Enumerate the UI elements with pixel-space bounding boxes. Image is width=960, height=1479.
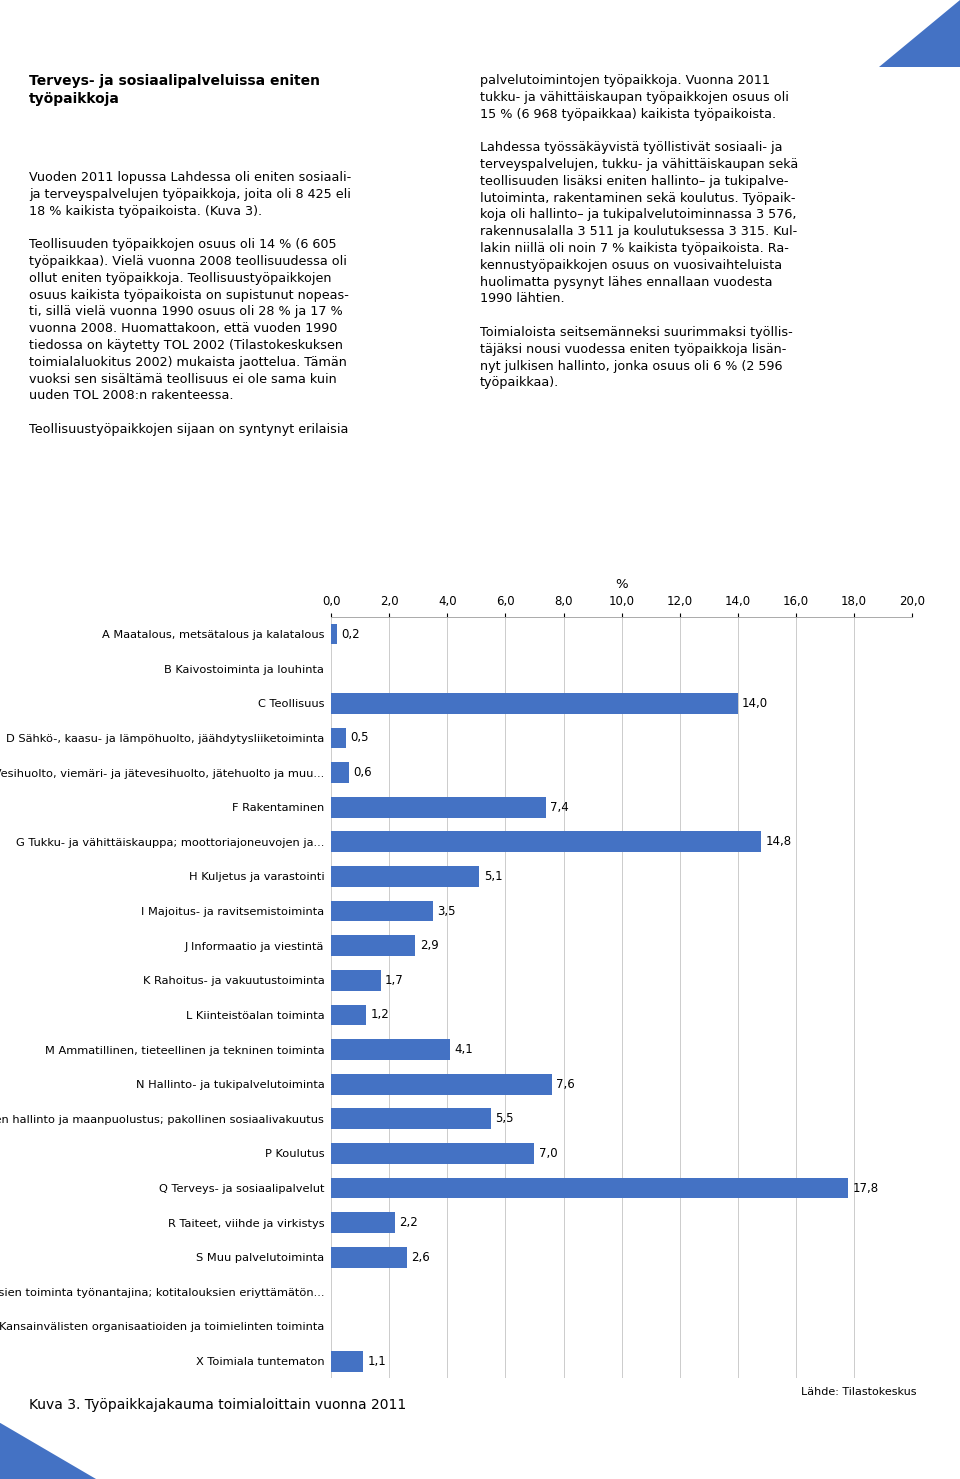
Text: 14,8: 14,8	[765, 836, 791, 849]
Bar	[331, 935, 416, 955]
Text: 0,6: 0,6	[353, 766, 372, 779]
Bar	[331, 728, 346, 748]
Bar	[331, 797, 546, 818]
Text: T  I  L  A  S  T  O  K  A  T  S  A  U  S: T I L A S T O K A T S A U S	[15, 28, 268, 40]
Text: 5,5: 5,5	[495, 1112, 514, 1126]
Text: 1,2: 1,2	[371, 1009, 389, 1022]
Text: 3: 3	[932, 22, 946, 41]
Text: 1,1: 1,1	[368, 1355, 386, 1368]
Text: 3,5: 3,5	[437, 905, 456, 917]
Bar	[331, 1177, 848, 1198]
Text: 2,2: 2,2	[399, 1216, 419, 1229]
Bar	[331, 1350, 363, 1371]
X-axis label: %: %	[615, 578, 628, 590]
Text: Vuoden 2011 lopussa Lahdessa oli eniten sosiaali-
ja terveyspalvelujen työpaikko: Vuoden 2011 lopussa Lahdessa oli eniten …	[29, 172, 351, 436]
Text: Kuva 3. Työpaikkajakauma toimialoittain vuonna 2011: Kuva 3. Työpaikkajakauma toimialoittain …	[29, 1398, 406, 1411]
Text: 2,9: 2,9	[420, 939, 439, 952]
Bar	[331, 1108, 491, 1128]
Text: 7,6: 7,6	[556, 1078, 575, 1090]
Text: Lähde: Tilastokeskus: Lähde: Tilastokeskus	[802, 1387, 917, 1398]
Bar	[331, 901, 433, 921]
Bar	[331, 1143, 535, 1164]
Text: 14,0: 14,0	[742, 697, 768, 710]
Text: 2,6: 2,6	[411, 1251, 430, 1263]
Text: Terveys- ja sosiaalipalveluissa eniten
työpaikkoja: Terveys- ja sosiaalipalveluissa eniten t…	[29, 74, 320, 106]
Bar	[331, 762, 348, 782]
Bar	[331, 1040, 450, 1060]
Polygon shape	[879, 0, 960, 67]
Text: 4,1: 4,1	[455, 1043, 473, 1056]
Bar	[331, 692, 737, 714]
Text: 7,4: 7,4	[550, 800, 569, 813]
Bar	[331, 1247, 407, 1268]
Bar	[331, 867, 479, 887]
Bar	[331, 1074, 552, 1094]
Bar	[331, 970, 380, 991]
Text: 17,8: 17,8	[852, 1182, 878, 1195]
Bar	[331, 1004, 366, 1025]
Text: 5,1: 5,1	[484, 870, 502, 883]
Bar	[331, 624, 337, 645]
Text: 7,0: 7,0	[539, 1146, 558, 1160]
Bar	[331, 831, 761, 852]
Text: palvelutoimintojen työpaikkoja. Vuonna 2011
tukku- ja vähittäiskaupan työpaikkoj: palvelutoimintojen työpaikkoja. Vuonna 2…	[480, 74, 799, 389]
Polygon shape	[0, 1423, 96, 1479]
Text: 0,2: 0,2	[342, 627, 360, 640]
Bar	[331, 1213, 396, 1233]
Text: 1,7: 1,7	[385, 973, 403, 986]
Text: 0,5: 0,5	[350, 732, 369, 744]
